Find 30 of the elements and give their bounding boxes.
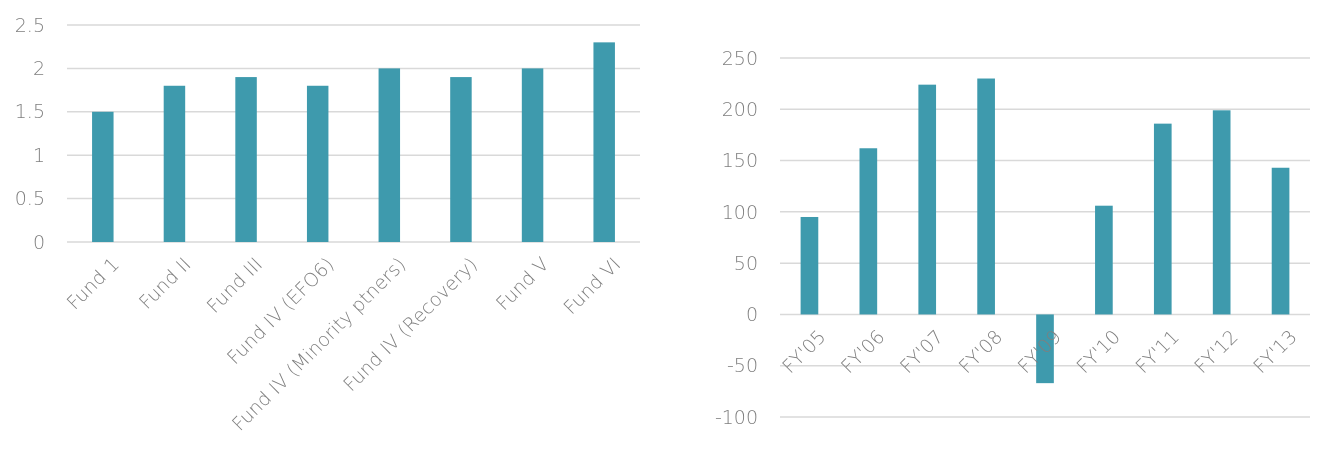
y-tick-label: 50	[733, 251, 758, 274]
y-tick-label: 250	[721, 46, 758, 69]
y-tick-label: 2.5	[14, 13, 45, 36]
bar	[1095, 205, 1113, 315]
y-tick-label: 100	[721, 200, 758, 223]
y-tick-label: -100	[714, 405, 758, 428]
y-tick-label: 1.5	[14, 100, 45, 123]
bar	[92, 111, 114, 242]
y-tick-label: 2	[32, 57, 45, 80]
bar	[593, 42, 615, 242]
bar	[1153, 123, 1172, 315]
y-tick-label: 0	[745, 303, 758, 326]
bar	[859, 148, 878, 315]
bar	[521, 68, 544, 242]
bar	[1271, 167, 1290, 315]
y-tick-label: 200	[721, 97, 758, 120]
bar	[450, 77, 472, 242]
y-tick-label: 0	[32, 230, 45, 253]
y-tick-label: 1	[32, 143, 45, 166]
bar	[306, 85, 329, 242]
y-tick-label: 0.5	[14, 187, 45, 210]
bar	[1212, 110, 1231, 315]
bar	[235, 77, 257, 242]
bar	[918, 84, 937, 315]
y-tick-label: 150	[721, 149, 758, 172]
bar	[163, 85, 186, 242]
bar	[378, 68, 401, 242]
bar	[800, 216, 819, 315]
bar	[977, 78, 995, 315]
y-tick-label: -50	[726, 354, 758, 377]
